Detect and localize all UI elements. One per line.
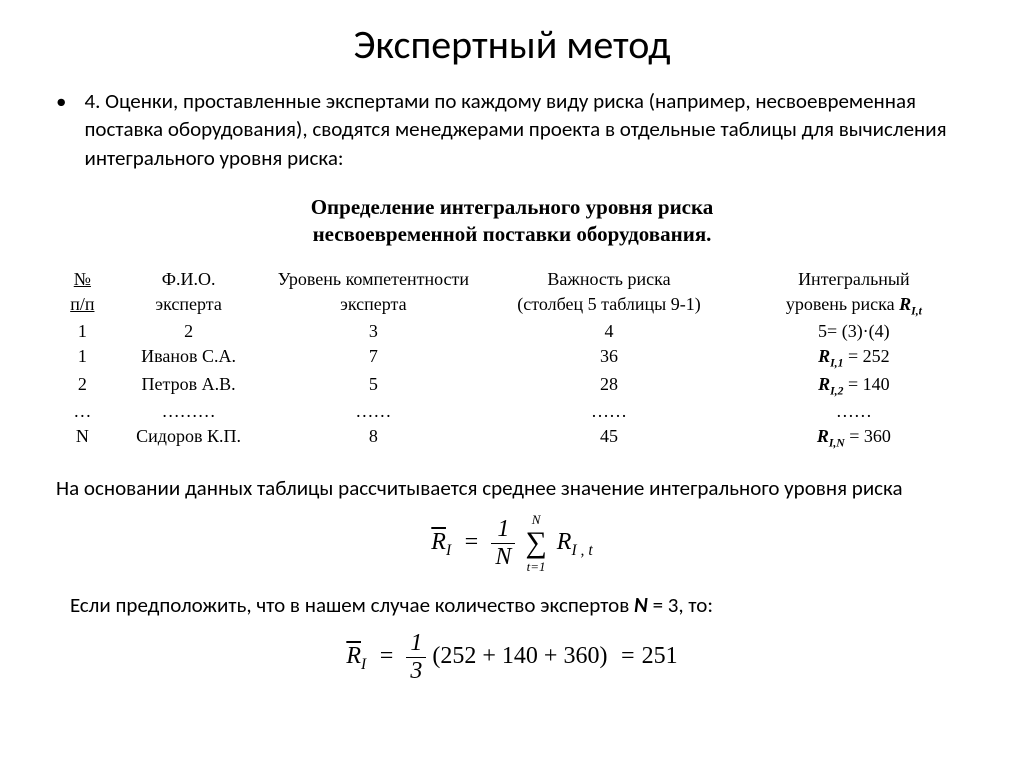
hdr-importance: Важность риска <box>484 267 733 292</box>
hdr-integral: Интегральный <box>734 267 974 292</box>
bullet-marker: • <box>56 87 66 172</box>
cell: ……… <box>115 399 263 424</box>
bullet-text: Оценки, проставленные экспертами по кажд… <box>84 88 946 171</box>
hdr-importance-2: (столбец 5 таблицы 9-1) <box>484 292 733 320</box>
cell: 3 <box>263 319 485 344</box>
hdr-name: Ф.И.О. <box>115 267 263 292</box>
cell: Сидоров К.П. <box>115 424 263 452</box>
slide-title: Экспертный метод <box>50 20 974 69</box>
caption-line-1: Определение интегрального уровня риска <box>50 194 974 221</box>
cell: 28 <box>484 372 733 400</box>
table-row: 1 Иванов С.А. 7 36 RI,1 = 252 <box>50 344 974 372</box>
cell: 5= (3)·(4) <box>734 319 974 344</box>
cell: 4 <box>484 319 733 344</box>
hdr-competence: Уровень компетентности <box>263 267 485 292</box>
cell-result: RI,1 = 252 <box>734 344 974 372</box>
table-header-row-1: № Ф.И.О. Уровень компетентности Важность… <box>50 267 974 292</box>
cell-result: RI,N = 360 <box>734 424 974 452</box>
hdr-competence-2: эксперта <box>263 292 485 320</box>
caption-line-2: несвоевременной поставки оборудования. <box>50 221 974 248</box>
cell: 2 <box>115 319 263 344</box>
cell: 1 <box>50 319 115 344</box>
cell: 1 <box>50 344 115 372</box>
cell: Петров А.В. <box>115 372 263 400</box>
hdr-integral-2: уровень риска RI,t <box>734 292 974 320</box>
cell: N <box>50 424 115 452</box>
bullet-number: 4. <box>84 88 100 114</box>
cell: …… <box>263 399 485 424</box>
hdr-num-2: п/п <box>70 294 94 314</box>
formula-example: RI = 13 (252 + 140 + 360) = 251 <box>50 630 974 685</box>
table-row: 2 Петров А.В. 5 28 RI,2 = 140 <box>50 372 974 400</box>
cell: 45 <box>484 424 733 452</box>
cell: Иванов С.А. <box>115 344 263 372</box>
hdr-num: № <box>74 269 91 289</box>
cell: 2 <box>50 372 115 400</box>
cell: 36 <box>484 344 733 372</box>
cell-result: RI,2 = 140 <box>734 372 974 400</box>
cell: …… <box>734 399 974 424</box>
cell: 8 <box>263 424 485 452</box>
table-header-row-2: п/п эксперта эксперта (столбец 5 таблицы… <box>50 292 974 320</box>
cell: …… <box>484 399 733 424</box>
table-dots-row: … ……… …… …… …… <box>50 399 974 424</box>
bullet-paragraph: • 4. Оценки, проставленные экспертами по… <box>50 87 974 172</box>
table-caption: Определение интегрального уровня риска н… <box>50 194 974 249</box>
table-row: N Сидоров К.П. 8 45 RI,N = 360 <box>50 424 974 452</box>
body-text-2: Если предположить, что в нашем случае ко… <box>50 591 974 619</box>
hdr-name-2: эксперта <box>115 292 263 320</box>
table-number-row: 1 2 3 4 5= (3)·(4) <box>50 319 974 344</box>
cell: … <box>50 399 115 424</box>
cell: 7 <box>263 344 485 372</box>
formula-mean: RI = 1N N ∑ t=1 RI , t <box>50 512 974 575</box>
cell: 5 <box>263 372 485 400</box>
body-text-1: На основании данных таблицы рассчитывает… <box>50 474 974 502</box>
risk-table: № Ф.И.О. Уровень компетентности Важность… <box>50 267 974 452</box>
